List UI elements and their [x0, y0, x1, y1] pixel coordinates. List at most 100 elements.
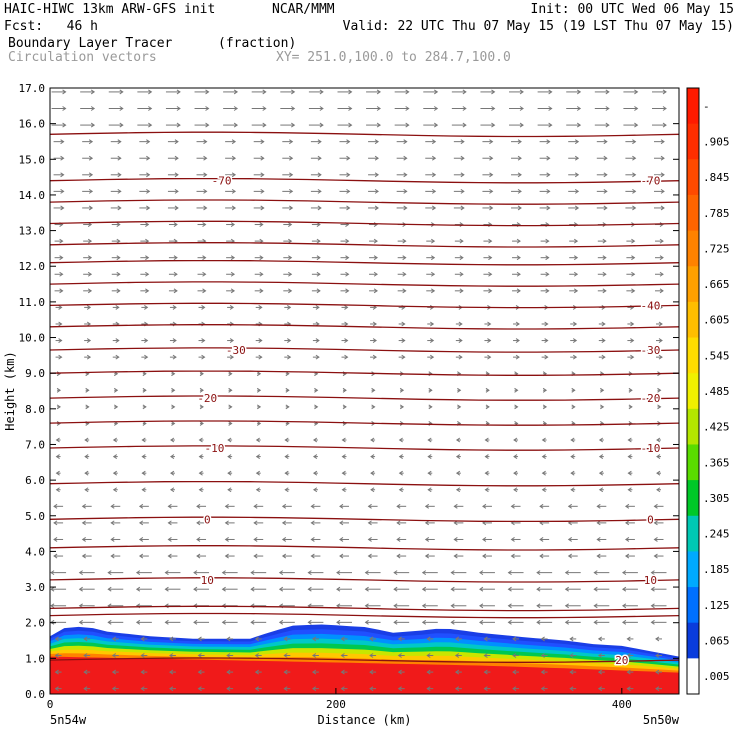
vector-arrow-head: [288, 271, 293, 277]
vector-arrow-head: [489, 139, 494, 145]
vector-arrow-head: [546, 188, 551, 194]
vector-arrow-head: [427, 454, 432, 460]
vector-arrow-head: [348, 122, 353, 128]
vector-arrow-head: [146, 205, 151, 211]
vector-arrow-head: [288, 238, 293, 244]
vector-arrow-head: [454, 653, 460, 658]
vector-arrow-head: [393, 619, 398, 625]
vector-arrow-head: [197, 686, 202, 692]
vector-arrow-head: [112, 470, 118, 476]
vector-arrow-head: [541, 487, 546, 493]
org-label: NCAR/MMM: [272, 2, 335, 17]
vector-arrow-head: [226, 636, 231, 642]
vector-arrow-head: [457, 387, 462, 393]
vector-arrow-head: [570, 470, 575, 476]
vector-arrow-head: [250, 570, 255, 576]
vector-arrow-head: [116, 288, 121, 294]
vector-arrow-head: [172, 304, 177, 310]
vector-arrow-head: [55, 470, 60, 476]
vector-arrow-head: [197, 653, 202, 658]
vector-arrow-head: [515, 321, 520, 327]
vector-arrow-head: [430, 255, 436, 261]
vector-arrow-head: [316, 222, 321, 227]
vector-arrow-head: [401, 354, 406, 360]
colorbar-label: .065: [703, 635, 730, 648]
vector-arrow-head: [656, 487, 661, 493]
vector-arrow-head: [398, 487, 403, 493]
vector-arrow-head: [460, 139, 465, 145]
temperature-contour--30: [50, 347, 679, 353]
vector-arrow-head: [283, 636, 288, 642]
temperature-contour: [50, 420, 679, 426]
vector-arrow-head: [117, 205, 122, 211]
vector-arrow-head: [428, 404, 433, 410]
vector-arrow-head: [596, 520, 601, 526]
vector-arrow-head: [454, 636, 460, 642]
vector-arrow-head: [571, 387, 576, 393]
colorbar-swatch: [687, 444, 699, 481]
vector-arrow-head: [424, 503, 430, 509]
vector-arrow-head: [570, 487, 575, 493]
vector-arrow-head: [631, 271, 636, 277]
vector-arrow-head: [144, 354, 149, 360]
vector-arrow-head: [459, 238, 464, 244]
y-axis-label: Height (km): [3, 351, 17, 430]
vector-arrow-head: [479, 586, 484, 592]
vector-arrow-head: [513, 470, 518, 476]
vector-arrow-head: [653, 520, 658, 526]
vector-arrow-head: [78, 570, 83, 576]
vector-arrow-head: [479, 619, 484, 625]
vector-arrow-head: [540, 686, 545, 692]
vector-arrow-head: [373, 255, 378, 261]
vector-arrow-head: [283, 686, 288, 692]
vector-arrow-head: [199, 421, 204, 426]
vector-arrow-head: [489, 188, 494, 194]
vector-arrow-head: [174, 139, 179, 145]
vector-arrow-head: [259, 255, 264, 261]
vector-arrow-head: [253, 553, 258, 559]
vector-arrow-head: [658, 321, 663, 327]
vector-arrow-head: [340, 669, 345, 675]
vector-arrow-head: [86, 338, 92, 343]
vector-arrow-head: [603, 172, 608, 178]
vector-arrow-head: [453, 503, 458, 509]
vector-arrow-head: [662, 89, 667, 95]
vector-arrow-head: [254, 636, 259, 642]
vector-arrow-head: [624, 503, 630, 509]
vector-arrow-head: [54, 653, 59, 658]
vector-arrow-head: [148, 122, 153, 128]
vector-arrow-head: [545, 255, 550, 261]
temperature-contour-10: [50, 577, 679, 583]
temperature-contour: [50, 131, 679, 138]
vector-arrow-head: [231, 155, 237, 161]
y-tick-label: 3.0: [25, 581, 45, 594]
vector-arrow-head: [90, 89, 96, 95]
vector-arrow-head: [574, 139, 580, 145]
y-tick-label: 8.0: [25, 403, 45, 416]
vector-arrow-head: [78, 586, 83, 592]
vector-arrow-head: [632, 139, 637, 145]
vector-arrow-head: [605, 122, 610, 128]
vector-arrow-head: [169, 636, 174, 642]
vector-arrow-head: [231, 188, 237, 194]
vector-arrow-head: [605, 106, 610, 111]
vector-arrow-head: [426, 669, 431, 675]
vector-arrow-head: [311, 686, 317, 692]
vector-arrow-head: [519, 122, 524, 128]
vector-arrow-head: [459, 271, 464, 277]
vector-arrow-head: [627, 437, 632, 443]
vector-arrow-head: [86, 354, 92, 360]
vector-arrow-head: [193, 570, 198, 576]
vector-arrow-head: [62, 89, 67, 95]
vector-arrow-head: [112, 437, 118, 443]
vector-arrow-head: [287, 304, 292, 310]
vector-arrow-head: [657, 387, 662, 393]
vector-arrow-head: [536, 603, 541, 609]
vector-arrow-head: [110, 503, 115, 509]
vector-arrow-head: [429, 338, 435, 343]
vector-arrow-head: [659, 222, 664, 227]
vector-arrow-head: [317, 172, 322, 178]
vector-arrow-head: [83, 669, 88, 675]
vector-arrow-head: [285, 371, 290, 377]
vector-arrow-head: [455, 437, 461, 443]
